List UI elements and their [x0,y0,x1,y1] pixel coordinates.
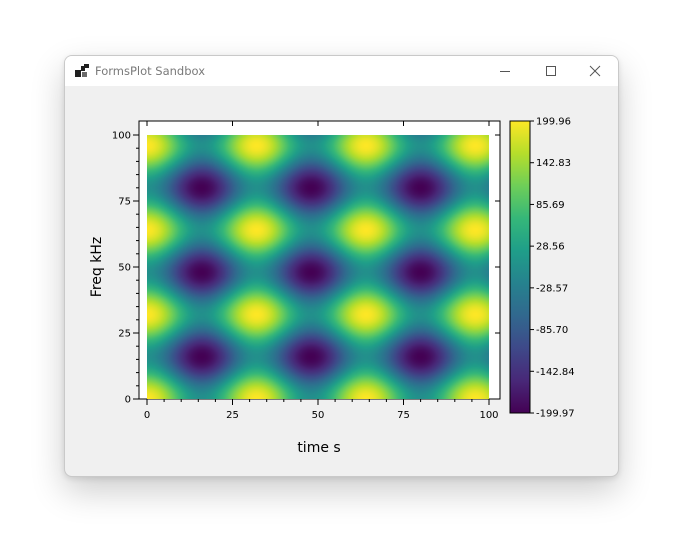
heatmap-image [147,135,489,399]
title-bar[interactable]: FormsPlot Sandbox [65,56,618,86]
y-tick-label: 100 [112,131,131,142]
minimize-icon [500,71,510,72]
x-tick-label: 100 [479,410,498,421]
colorbar-tick-label: 142.83 [536,158,571,169]
colorbar-tick-label: -199.97 [536,409,575,420]
colorbar-tick-label: -28.57 [536,283,568,294]
app-window: FormsPlot Sandbox 0 25 50 75 100 0 25 50 75 100 … [64,55,619,477]
frame-ticks [146,121,500,400]
x-tick-label: 75 [397,410,410,421]
minimize-button[interactable] [482,56,528,86]
colorbar-tick-label: 28.56 [536,242,565,253]
y-tick-label: 50 [118,263,131,274]
y-axis-title: Freq kHz [89,237,105,297]
colorbar-axis: 199.96 142.83 85.69 28.56 -28.57 -85.70 -142.8… [530,117,575,420]
colorbar-tick-label: 85.69 [536,200,565,211]
y-tick-label: 0 [125,395,131,406]
maximize-icon [546,66,556,76]
heatmap-chart[interactable]: 0 25 50 75 100 0 25 50 75 100 time s Freq kHz 19… [65,56,618,476]
y-axis: 0 25 50 75 100 [112,131,139,406]
colorbar-tick-label: -85.70 [536,325,568,336]
x-axis: 0 25 50 75 100 [144,399,499,421]
x-tick-label: 50 [312,410,325,421]
colorbar-tick-label: -142.84 [536,367,575,378]
y-tick-label: 75 [118,197,131,208]
colorbar [509,120,531,414]
colorbar-tick-label: 199.96 [536,117,571,128]
app-icon [75,64,89,77]
y-tick-label: 25 [118,329,131,340]
maximize-button[interactable] [528,56,574,86]
window-title: FormsPlot Sandbox [95,64,206,78]
x-axis-title: time s [297,440,340,456]
close-button[interactable] [572,56,618,86]
x-tick-label: 25 [226,410,239,421]
x-tick-label: 0 [144,410,150,421]
close-icon [589,65,601,77]
